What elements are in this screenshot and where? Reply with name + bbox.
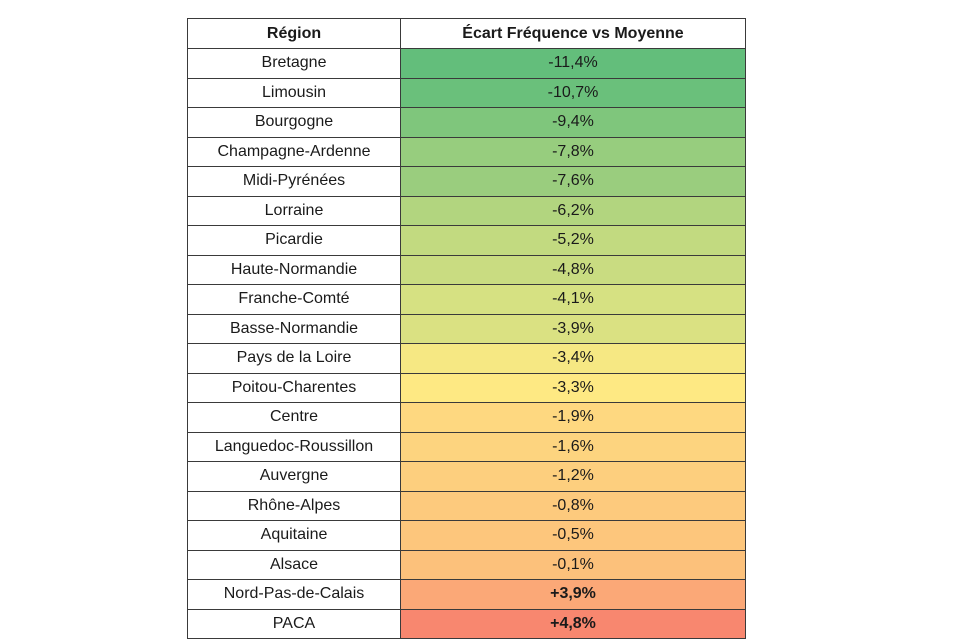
- table-row: Alsace -0,1%: [187, 549, 746, 580]
- frequency-gap-cell: -0,5%: [400, 520, 746, 551]
- frequency-gap-cell: -7,8%: [400, 136, 746, 167]
- frequency-gap-cell: -0,8%: [400, 490, 746, 521]
- region-cell: Auvergne: [187, 461, 401, 492]
- frequency-gap-cell: +4,8%: [400, 608, 746, 639]
- region-cell: Alsace: [187, 549, 401, 580]
- frequency-gap-cell: -7,6%: [400, 166, 746, 197]
- table-row: Basse-Normandie -3,9%: [187, 313, 746, 344]
- table-row: Haute-Normandie -4,8%: [187, 254, 746, 285]
- table-row: Poitou-Charentes -3,3%: [187, 372, 746, 403]
- region-cell: Franche-Comté: [187, 284, 401, 315]
- frequency-gap-cell: -5,2%: [400, 225, 746, 256]
- table-row: Picardie -5,2%: [187, 225, 746, 256]
- region-cell: Lorraine: [187, 195, 401, 226]
- table-row: Auvergne -1,2%: [187, 461, 746, 492]
- table-row: Aquitaine -0,5%: [187, 520, 746, 551]
- frequency-gap-cell: -6,2%: [400, 195, 746, 226]
- table-row: Champagne-Ardenne -7,8%: [187, 136, 746, 167]
- table-row: Limousin -10,7%: [187, 77, 746, 108]
- frequency-gap-cell: -4,8%: [400, 254, 746, 285]
- table-row: Nord-Pas-de-Calais +3,9%: [187, 579, 746, 610]
- region-cell: Basse-Normandie: [187, 313, 401, 344]
- table-row: Midi-Pyrénées -7,6%: [187, 166, 746, 197]
- frequency-gap-cell: -9,4%: [400, 107, 746, 138]
- region-cell: Bretagne: [187, 48, 401, 79]
- region-cell: Bourgogne: [187, 107, 401, 138]
- region-cell: Haute-Normandie: [187, 254, 401, 285]
- frequency-gap-cell: -4,1%: [400, 284, 746, 315]
- region-cell: Rhône-Alpes: [187, 490, 401, 521]
- region-cell: Pays de la Loire: [187, 343, 401, 374]
- header-frequency-gap: Écart Fréquence vs Moyenne: [400, 18, 746, 49]
- region-cell: PACA: [187, 608, 401, 639]
- frequency-gap-cell: +3,9%: [400, 579, 746, 610]
- region-cell: Picardie: [187, 225, 401, 256]
- region-cell: Centre: [187, 402, 401, 433]
- region-cell: Aquitaine: [187, 520, 401, 551]
- region-cell: Champagne-Ardenne: [187, 136, 401, 167]
- region-frequency-table: Région Écart Fréquence vs Moyenne Bretag…: [187, 18, 746, 639]
- region-table-container: Région Écart Fréquence vs Moyenne Bretag…: [187, 18, 746, 639]
- frequency-gap-cell: -1,6%: [400, 431, 746, 462]
- frequency-gap-cell: -1,2%: [400, 461, 746, 492]
- frequency-gap-cell: -3,3%: [400, 372, 746, 403]
- frequency-gap-cell: -11,4%: [400, 48, 746, 79]
- table-row: Lorraine -6,2%: [187, 195, 746, 226]
- header-region: Région: [187, 18, 401, 49]
- region-cell: Poitou-Charentes: [187, 372, 401, 403]
- table-row: Pays de la Loire -3,4%: [187, 343, 746, 374]
- region-cell: Limousin: [187, 77, 401, 108]
- region-cell: Midi-Pyrénées: [187, 166, 401, 197]
- table-row: Centre -1,9%: [187, 402, 746, 433]
- table-row: PACA +4,8%: [187, 608, 746, 639]
- table-row: Languedoc-Roussillon -1,6%: [187, 431, 746, 462]
- frequency-gap-cell: -3,9%: [400, 313, 746, 344]
- table-row: Rhône-Alpes -0,8%: [187, 490, 746, 521]
- table-body: Bretagne -11,4% Limousin -10,7% Bourgogne -9,…: [187, 48, 746, 639]
- table-header-row: Région Écart Fréquence vs Moyenne: [187, 18, 746, 49]
- table-row: Franche-Comté -4,1%: [187, 284, 746, 315]
- frequency-gap-cell: -10,7%: [400, 77, 746, 108]
- table-row: Bretagne -11,4%: [187, 48, 746, 79]
- region-cell: Languedoc-Roussillon: [187, 431, 401, 462]
- frequency-gap-cell: -3,4%: [400, 343, 746, 374]
- frequency-gap-cell: -0,1%: [400, 549, 746, 580]
- frequency-gap-cell: -1,9%: [400, 402, 746, 433]
- region-cell: Nord-Pas-de-Calais: [187, 579, 401, 610]
- table-row: Bourgogne -9,4%: [187, 107, 746, 138]
